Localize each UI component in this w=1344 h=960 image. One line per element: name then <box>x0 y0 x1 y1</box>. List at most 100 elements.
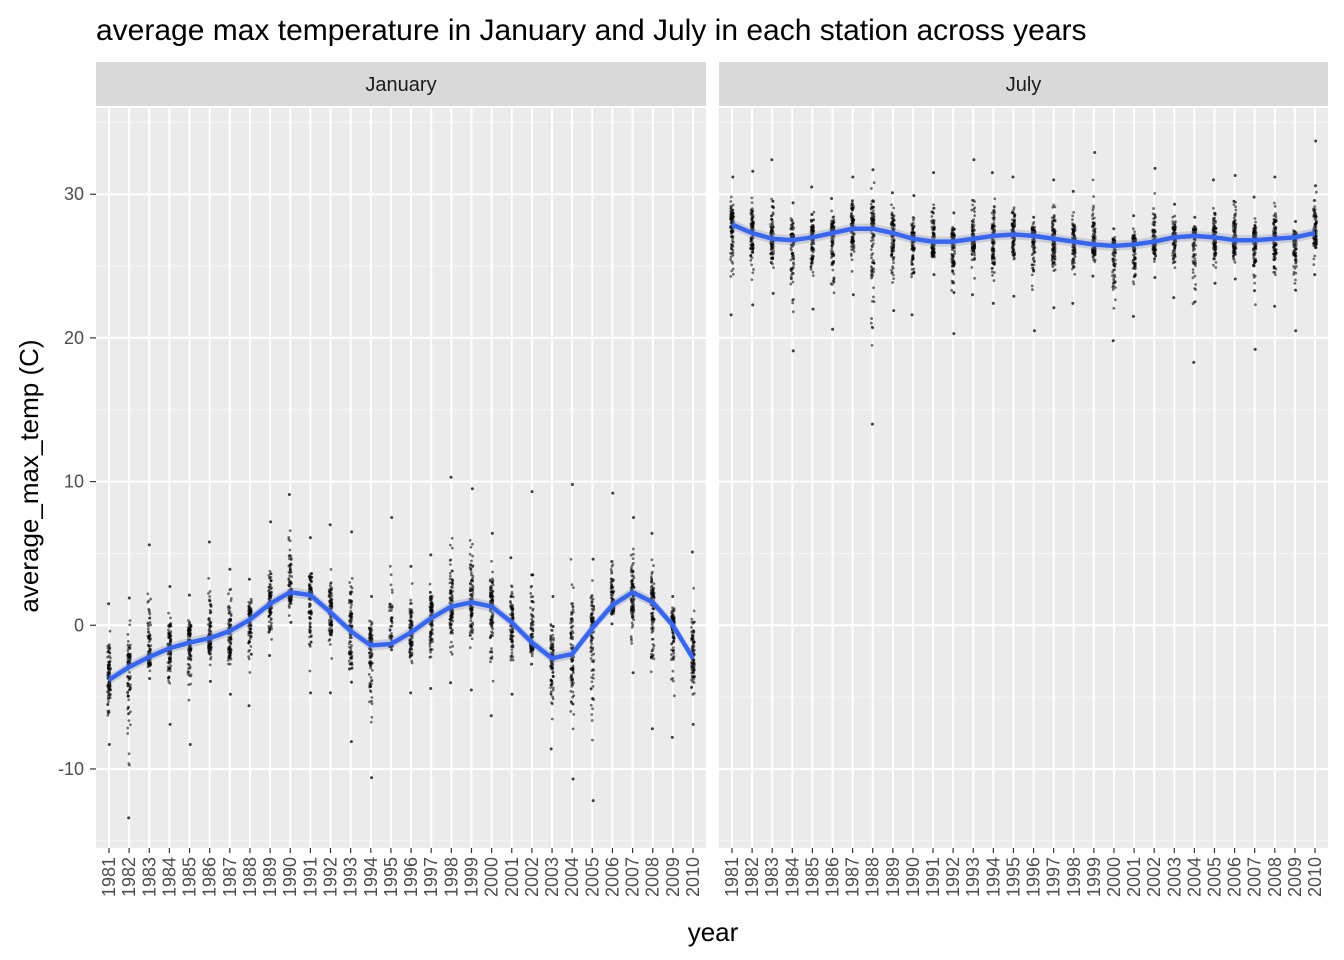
data-point <box>148 676 152 680</box>
data-point <box>611 578 615 582</box>
data-point <box>609 581 613 584</box>
data-point <box>249 621 252 625</box>
data-point <box>791 349 795 353</box>
data-point <box>571 702 575 706</box>
data-point <box>690 671 694 675</box>
data-point <box>408 648 412 652</box>
data-point <box>228 650 232 654</box>
data-point <box>469 688 473 692</box>
data-point <box>208 625 212 629</box>
data-point <box>651 629 655 633</box>
data-point <box>167 679 171 683</box>
data-point <box>207 592 210 595</box>
data-point <box>892 309 896 313</box>
data-point <box>591 676 595 680</box>
data-point <box>388 564 392 568</box>
data-point <box>250 652 253 656</box>
data-point <box>831 215 835 219</box>
data-point <box>328 523 332 527</box>
data-point <box>469 592 473 596</box>
data-point <box>148 617 151 620</box>
data-point <box>651 647 655 650</box>
data-point <box>510 648 514 651</box>
data-point <box>348 598 351 602</box>
data-point <box>408 623 412 627</box>
data-point <box>810 212 813 216</box>
data-point <box>791 265 795 269</box>
data-point <box>973 256 977 260</box>
data-point <box>1153 257 1157 261</box>
data-point <box>106 713 110 717</box>
data-point <box>470 579 474 583</box>
data-point <box>791 280 795 284</box>
data-point <box>449 475 453 479</box>
data-point <box>287 538 291 541</box>
data-point <box>430 648 434 651</box>
data-point <box>650 531 654 535</box>
data-point <box>409 626 413 630</box>
data-point <box>308 622 312 626</box>
data-point <box>529 592 533 595</box>
data-point <box>630 582 634 586</box>
data-point <box>390 588 394 592</box>
data-point <box>469 614 473 618</box>
data-point <box>590 649 594 653</box>
x-tick-label: 1992 <box>321 857 341 897</box>
data-point <box>389 573 393 577</box>
data-point <box>289 563 293 567</box>
data-point <box>1071 262 1074 266</box>
data-point <box>832 220 836 224</box>
data-point <box>892 240 895 243</box>
data-point <box>1071 227 1075 231</box>
data-point <box>1113 280 1117 283</box>
data-point <box>249 597 253 601</box>
data-point <box>370 633 374 637</box>
data-point <box>491 611 494 614</box>
data-point <box>851 175 855 179</box>
data-point <box>1031 257 1035 261</box>
data-point <box>350 644 353 647</box>
data-point <box>167 660 171 664</box>
data-point <box>830 209 834 213</box>
data-point <box>630 639 633 642</box>
data-point <box>892 249 896 253</box>
data-point <box>209 611 213 614</box>
data-point <box>810 242 814 246</box>
data-point <box>790 273 794 276</box>
data-point <box>953 252 956 256</box>
data-point <box>126 690 130 694</box>
data-point <box>188 652 192 655</box>
data-point <box>208 608 212 612</box>
data-point <box>771 211 775 215</box>
data-point <box>509 634 513 637</box>
x-tick-label: 1989 <box>260 857 280 897</box>
data-point <box>287 554 291 558</box>
data-point <box>870 205 874 209</box>
data-point <box>911 227 915 231</box>
data-point <box>450 536 454 540</box>
data-point <box>1173 249 1176 253</box>
data-point <box>569 676 573 679</box>
data-point <box>448 559 452 562</box>
data-point <box>330 657 334 660</box>
data-point <box>750 212 754 216</box>
data-point <box>692 609 696 613</box>
data-point <box>872 286 876 290</box>
data-point <box>247 613 251 617</box>
data-point <box>409 564 413 568</box>
data-point <box>267 573 271 577</box>
data-point <box>870 268 874 272</box>
data-point <box>108 660 111 664</box>
data-point <box>549 747 553 751</box>
data-point <box>288 596 291 599</box>
data-point <box>751 209 755 213</box>
data-point <box>268 595 272 598</box>
data-point <box>126 657 130 661</box>
x-tick-label: 2008 <box>643 857 663 897</box>
data-point <box>570 613 573 616</box>
data-point <box>471 576 474 580</box>
data-point <box>550 679 554 683</box>
